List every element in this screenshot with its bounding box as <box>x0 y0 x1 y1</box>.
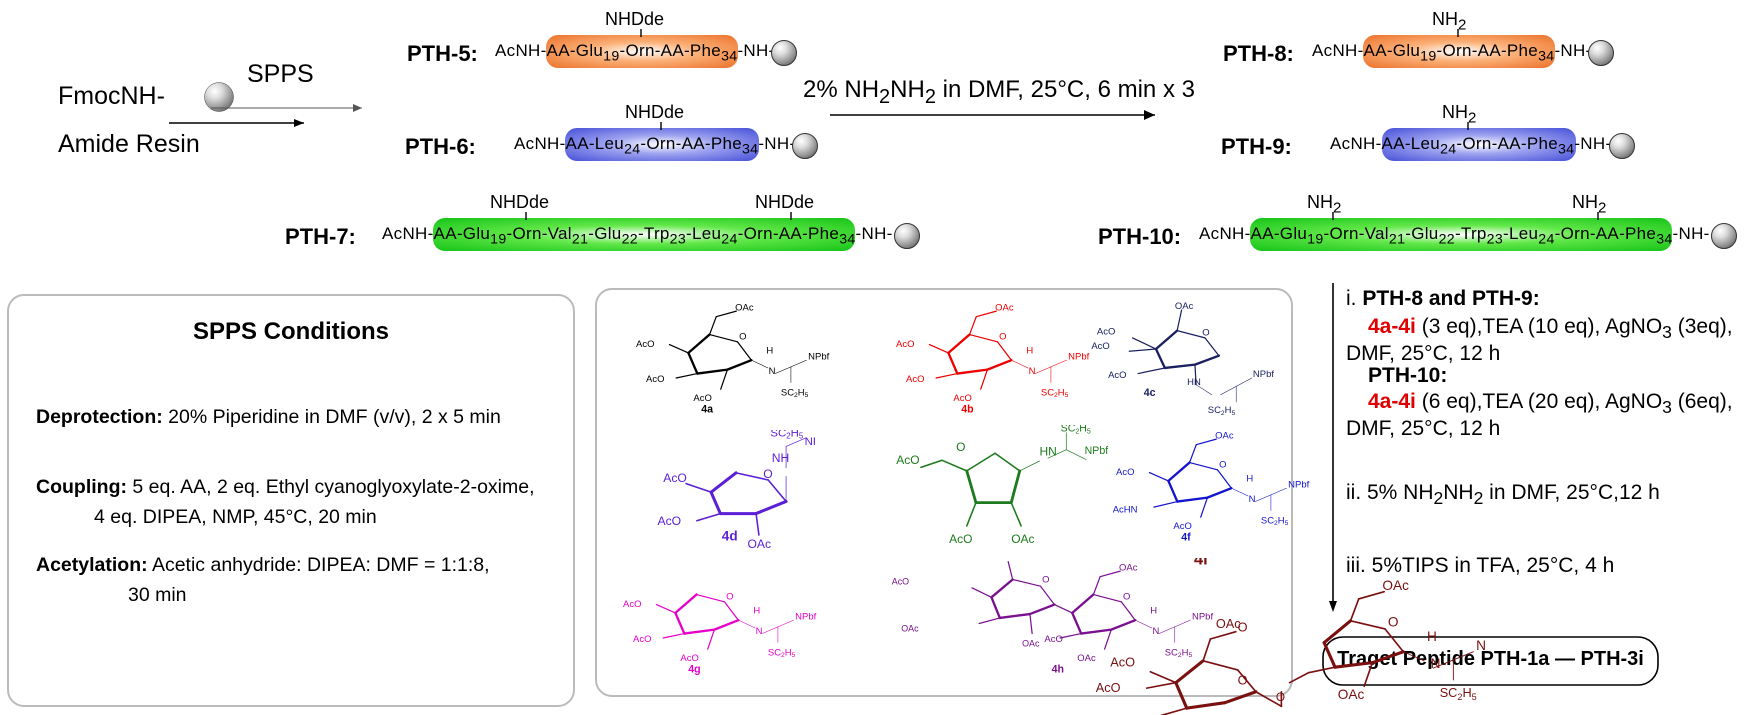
svg-text:N: N <box>769 366 776 377</box>
svg-text:O: O <box>1219 460 1226 471</box>
svg-text:O: O <box>726 592 733 603</box>
svg-text:NPbf: NPbf <box>808 352 829 363</box>
svg-text:OAc: OAc <box>1022 638 1040 648</box>
svg-text:NPbf: NPbf <box>1476 638 1485 653</box>
svg-text:4i: 4i <box>1194 558 1208 568</box>
svg-text:4d: 4d <box>722 529 738 544</box>
svg-text:4f: 4f <box>1181 532 1191 544</box>
svg-text:SC2H5: SC2H5 <box>781 387 809 399</box>
svg-text:AcO: AcO <box>953 393 971 404</box>
svg-text:O: O <box>739 332 746 343</box>
svg-text:N: N <box>756 626 763 637</box>
svg-text:O: O <box>1238 672 1248 687</box>
svg-text:OAc: OAc <box>1011 532 1034 545</box>
svg-text:4b: 4b <box>961 404 974 416</box>
svg-text:AcO: AcO <box>1096 680 1121 695</box>
svg-text:NPbf: NPbf <box>1068 352 1089 363</box>
svg-text:AcHN: AcHN <box>1113 505 1138 516</box>
svg-text:O: O <box>1042 574 1049 585</box>
svg-text:AcO: AcO <box>896 453 919 467</box>
svg-text:AcO: AcO <box>633 634 651 645</box>
svg-text:SC2H5: SC2H5 <box>1440 685 1477 702</box>
svg-text:SC2H5: SC2H5 <box>770 430 803 441</box>
svg-text:4e: 4e <box>967 544 982 545</box>
svg-text:NPbf: NPbf <box>1253 369 1274 380</box>
svg-text:AcO: AcO <box>693 393 711 404</box>
svg-text:H: H <box>1026 345 1033 356</box>
svg-text:OAc: OAc <box>995 303 1014 314</box>
svg-text:SC2H5: SC2H5 <box>1061 425 1091 435</box>
svg-text:O: O <box>1388 614 1399 629</box>
svg-text:O: O <box>999 332 1006 343</box>
svg-text:SC2H5: SC2H5 <box>768 647 796 659</box>
svg-text:O: O <box>763 467 772 481</box>
svg-text:NPbf: NPbf <box>795 612 816 623</box>
svg-text:AcO: AcO <box>623 599 641 610</box>
svg-text:OAc: OAc <box>748 537 772 551</box>
svg-text:NH: NH <box>772 451 790 465</box>
svg-text:OAc: OAc <box>1175 301 1194 312</box>
svg-text:4h: 4h <box>1052 664 1064 676</box>
svg-text:AcO: AcO <box>1108 370 1126 381</box>
svg-text:SC2H5: SC2H5 <box>1041 387 1069 399</box>
svg-text:AcO: AcO <box>1173 521 1191 532</box>
svg-text:AcO: AcO <box>892 577 909 587</box>
svg-text:NPbf: NPbf <box>805 436 815 448</box>
svg-text:OAc: OAc <box>735 303 754 314</box>
svg-text:NPbf: NPbf <box>1288 480 1309 491</box>
svg-text:AcO: AcO <box>663 471 687 485</box>
svg-text:H: H <box>766 345 773 356</box>
svg-text:O: O <box>1202 328 1209 339</box>
svg-text:AcO: AcO <box>1044 634 1062 645</box>
svg-text:OAc: OAc <box>1382 578 1409 593</box>
svg-text:H: H <box>1427 629 1437 644</box>
svg-text:OAc: OAc <box>901 623 919 633</box>
svg-text:N: N <box>1249 494 1256 505</box>
svg-text:HN: HN <box>1187 377 1201 388</box>
svg-text:OAc: OAc <box>1216 616 1241 631</box>
svg-text:N: N <box>1431 656 1441 671</box>
svg-text:O: O <box>956 440 965 454</box>
svg-text:AcO: AcO <box>646 374 664 385</box>
svg-text:4c: 4c <box>1144 387 1156 399</box>
svg-text:AcO: AcO <box>658 514 682 528</box>
svg-text:N: N <box>1029 366 1036 377</box>
svg-text:H: H <box>753 605 760 616</box>
svg-text:O: O <box>1276 690 1285 704</box>
svg-text:SC2H5: SC2H5 <box>1261 515 1289 527</box>
svg-text:SC2H5: SC2H5 <box>1208 405 1236 417</box>
svg-text:H: H <box>1246 473 1253 484</box>
svg-text:AcO: AcO <box>636 339 654 350</box>
svg-text:AcO: AcO <box>1110 654 1135 669</box>
svg-text:4g: 4g <box>688 664 700 676</box>
svg-text:AcO: AcO <box>680 653 698 664</box>
svg-text:4a: 4a <box>701 404 713 416</box>
svg-text:AcO: AcO <box>896 339 914 350</box>
svg-text:OAc: OAc <box>1338 687 1365 702</box>
svg-text:HN: HN <box>1039 444 1056 458</box>
svg-text:AcO: AcO <box>1091 341 1109 352</box>
svg-text:AcO: AcO <box>1116 467 1134 478</box>
svg-text:OAc: OAc <box>1215 431 1234 442</box>
svg-text:AcO: AcO <box>1097 327 1115 338</box>
svg-text:AcO: AcO <box>906 374 924 385</box>
